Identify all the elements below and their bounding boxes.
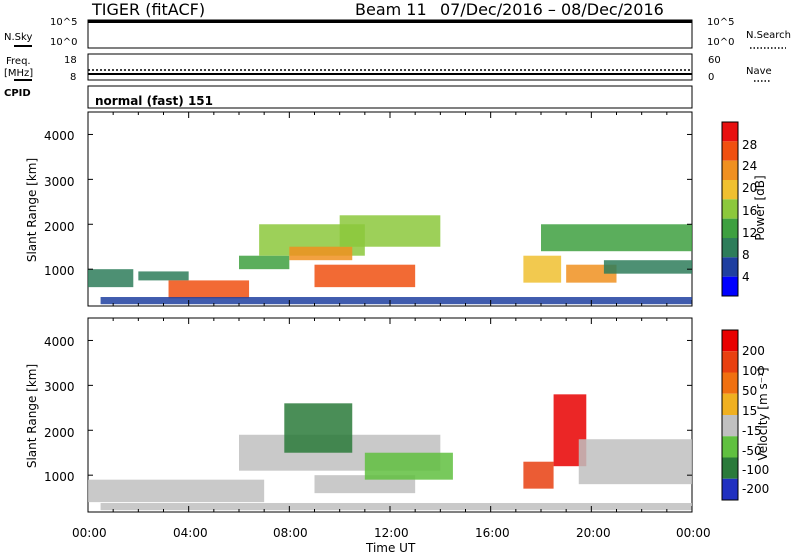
power-cbar-seg-8 xyxy=(722,276,738,296)
velocity-region-4 xyxy=(364,452,453,480)
velocity-region-8 xyxy=(578,439,692,485)
nsky-label: N.Sky xyxy=(4,32,33,43)
freq-tick-high: 18 xyxy=(64,55,77,66)
xtick-2000: 20:00 xyxy=(576,526,611,540)
power-ytick-2000: 2000 xyxy=(44,220,75,234)
velocity-cbar-seg-3 xyxy=(722,393,738,415)
velocity-cbar-frame xyxy=(721,329,739,501)
power-region-8 xyxy=(100,297,693,305)
velocity-cbar-seg-1 xyxy=(722,351,738,373)
cpid-value: normal (fast) 151 xyxy=(95,94,213,108)
power-region-2 xyxy=(168,280,250,299)
freq-unit-label: [MHz] xyxy=(4,68,34,79)
nsearch-label: N.Search xyxy=(746,30,792,41)
velocity-ytick-3000: 3000 xyxy=(44,380,75,394)
velocity-cbar-tick-neg15: -15 xyxy=(742,424,762,438)
power-cbar-seg-2 xyxy=(722,160,738,180)
power-cbar-tick-28: 28 xyxy=(742,138,758,152)
velocity-ytick-1000: 1000 xyxy=(44,470,75,484)
power-region-1 xyxy=(138,271,189,281)
power-ytick-1000: 1000 xyxy=(44,264,75,278)
velocity-cbar-tick-200: 200 xyxy=(742,344,765,358)
cpid-panel-frame xyxy=(87,85,693,109)
velocity-ytick-2000: 2000 xyxy=(44,426,75,440)
velocity-cbar-seg-0 xyxy=(722,330,738,352)
freq-tick-low: 8 xyxy=(70,72,77,83)
beam-label: Beam 11 xyxy=(355,0,427,19)
power-cbar-seg-0 xyxy=(722,122,738,142)
power-cbar-tick-8: 8 xyxy=(742,248,750,262)
power-cbar-tick-24: 24 xyxy=(742,159,758,173)
power-region-5 xyxy=(289,246,353,261)
velocity-cbar-tick-15: 15 xyxy=(742,404,758,418)
power-ytick-3000: 3000 xyxy=(44,175,75,189)
nsearch-tick-high: 10^5 xyxy=(707,17,735,28)
power-cbar-tick-12: 12 xyxy=(742,226,758,240)
power-region-11 xyxy=(541,224,692,252)
power-region-3 xyxy=(239,255,290,270)
xtick-1200: 12:00 xyxy=(374,526,409,540)
xaxis-label: Time UT xyxy=(366,541,416,555)
xtick-1600: 16:00 xyxy=(475,526,510,540)
nsky-tick-low: 10^0 xyxy=(50,37,78,48)
velocity-region-6 xyxy=(523,461,554,489)
velocity-cbar-seg-7 xyxy=(722,478,738,500)
velocity-region-0 xyxy=(88,479,265,503)
velocity-ytick-4000: 4000 xyxy=(44,335,75,349)
power-cbar-tick-20: 20 xyxy=(742,181,758,195)
velocity-cbar-seg-2 xyxy=(722,372,738,394)
velocity-cbar-seg-4 xyxy=(722,415,738,437)
freq-label: Freq. xyxy=(6,56,31,67)
nsearch-tick-low: 10^0 xyxy=(707,37,735,48)
power-region-7 xyxy=(339,215,441,247)
power-cbar-tick-16: 16 xyxy=(742,204,758,218)
radar-title: TIGER (fitACF) xyxy=(92,0,206,19)
velocity-cbar-tick-neg100: -100 xyxy=(742,463,770,477)
nave-tick-low: 0 xyxy=(708,72,715,83)
xtick-0400: 04:00 xyxy=(173,526,208,540)
power-region-0 xyxy=(88,269,134,288)
power-cbar-seg-6 xyxy=(722,238,738,258)
velocity-region-2 xyxy=(284,403,353,453)
xtick-0000: 00:00 xyxy=(72,526,107,540)
power-region-9 xyxy=(523,255,562,283)
nave-tick-high: 60 xyxy=(708,55,721,66)
power-ytick-4000: 4000 xyxy=(44,129,75,143)
velocity-region-5 xyxy=(100,503,693,511)
date-range: 07/Dec/2016 – 08/Dec/2016 xyxy=(440,0,664,19)
power-region-6 xyxy=(314,264,416,288)
velocity-cbar-tick-50: 50 xyxy=(742,384,758,398)
power-cbar-seg-3 xyxy=(722,180,738,200)
xtick-0800: 08:00 xyxy=(273,526,308,540)
power-cbar-seg-4 xyxy=(722,199,738,219)
freq-panel-frame xyxy=(87,53,693,81)
nave-label: Nave xyxy=(746,66,772,77)
xtick-2400: 00:00 xyxy=(676,526,711,540)
cpid-label: CPID xyxy=(4,88,31,99)
power-cbar-seg-1 xyxy=(722,141,738,161)
velocity-cbar-seg-5 xyxy=(722,436,738,458)
nsky-panel-frame xyxy=(87,19,693,49)
power-cbar-frame xyxy=(721,121,739,297)
velocity-cbar-tick-100: 100 xyxy=(742,364,765,378)
velocity-cbar-tick-neg200: -200 xyxy=(742,482,770,496)
power-cbar-tick-4: 4 xyxy=(742,270,750,284)
velocity-cbar-seg-6 xyxy=(722,457,738,479)
nsky-trace xyxy=(88,20,692,23)
power-cbar-seg-5 xyxy=(722,218,738,238)
nsky-tick-high: 10^5 xyxy=(50,17,78,28)
velocity-cbar-tick-neg50: -50 xyxy=(742,444,762,458)
power-cbar-seg-7 xyxy=(722,257,738,277)
power-region-12 xyxy=(603,260,692,274)
